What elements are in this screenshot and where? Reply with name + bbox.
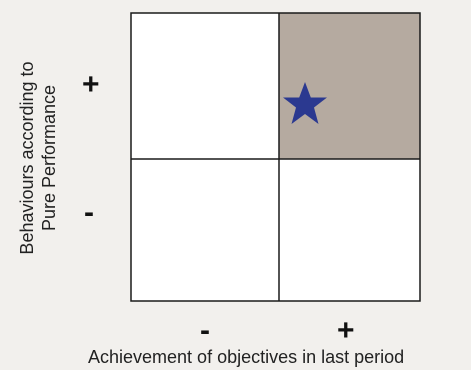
x-axis-plus-sign: + <box>337 314 355 347</box>
quadrant-bottom-left <box>131 159 279 301</box>
y-axis-minus-sign: - <box>84 196 94 229</box>
x-axis-minus-sign: - <box>200 314 210 347</box>
quadrant-top-right <box>279 13 420 159</box>
quadrant-bottom-right <box>279 159 420 301</box>
x-axis-label: Achievement of objectives in last period <box>88 347 405 367</box>
grid-outer-border <box>130 12 421 302</box>
star-icon <box>283 82 327 124</box>
y-axis-plus-sign: + <box>82 68 100 101</box>
quadrant-top-left <box>131 13 279 159</box>
